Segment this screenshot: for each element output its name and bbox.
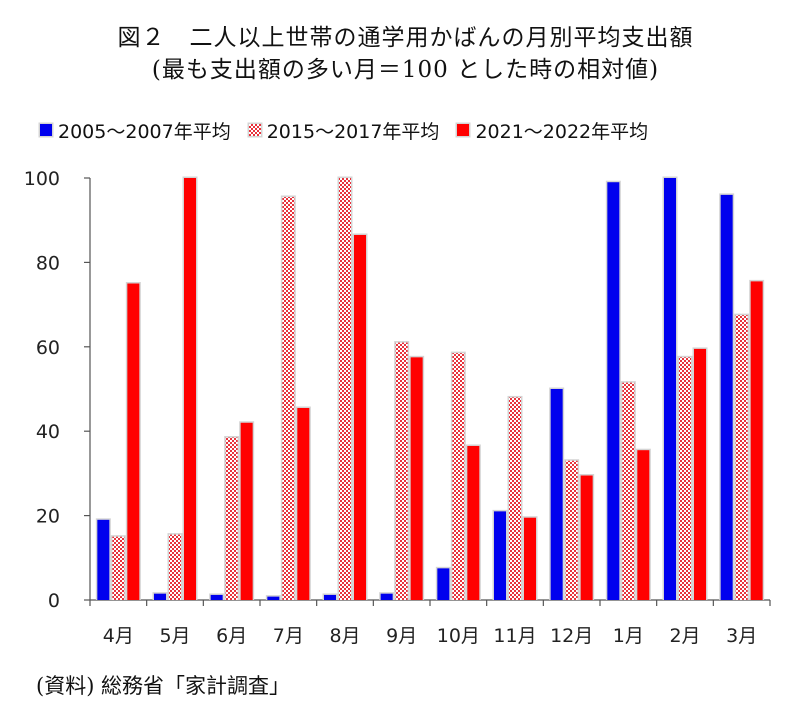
bar-series-group [95,176,765,601]
bar-series-3-11月 [524,517,536,600]
bar-series-3-1月 [637,450,650,600]
bar-series-1-6月 [210,594,223,600]
bar-series-2-5月 [169,534,181,600]
bar-series-1-11月 [494,511,506,600]
bar-series-2-9月 [395,342,408,600]
x-tick-label: 9月 [386,625,417,647]
x-tick-label: 6月 [216,625,247,647]
bar-series-1-9月 [380,593,393,600]
bar-series-2-1月 [622,382,635,600]
bar-series-3-3月 [750,281,763,600]
bar-series-1-5月 [154,593,166,600]
bar-series-1-3月 [720,194,733,600]
y-tick-label: 80 [36,252,60,274]
bar-series-1-1月 [607,182,620,600]
bar-series-1-8月 [324,594,336,600]
bar-series-2-8月 [339,178,351,600]
bar-series-2-2月 [679,357,691,600]
source-note: (資料) 総務省「家計調査」 [36,674,291,698]
bar-series-2-4月 [112,536,125,600]
bar-series-2-6月 [225,437,238,600]
legend-label: 2021～2022年平均 [475,120,649,143]
bar-series-3-10月 [467,445,480,600]
bar-series-3-8月 [354,234,366,600]
bar-series-2-10月 [452,353,465,600]
bar-series-1-2月 [664,178,676,600]
bar-series-3-4月 [127,283,140,600]
legend-swatch [457,124,470,136]
y-tick-label: 100 [24,168,60,190]
bar-series-3-7月 [297,407,310,600]
x-tick-label: 5月 [159,625,190,647]
bar-series-1-12月 [550,389,563,600]
legend-swatch [40,124,52,136]
x-tick-label: 11月 [493,625,536,647]
x-tick-label: 7月 [273,625,304,647]
x-tick-label: 1月 [613,625,644,647]
y-tick-label: 40 [36,421,60,443]
legend-label: 2015～2017年平均 [266,120,440,143]
legend-item-series-1: 2005～2007年平均 [40,117,231,144]
bar-series-2-12月 [565,460,578,600]
legend-swatch [248,124,261,136]
chart-title: 図２ 二人以上世帯の通学用かばんの月別平均支出額 [117,25,694,51]
legend-item-series-3: 2021～2022年平均 [457,117,648,144]
y-tick-label: 20 [36,506,60,528]
bar-series-2-3月 [735,315,748,600]
bar-series-1-7月 [267,596,280,600]
bar-series-1-10月 [437,568,450,600]
legend-label: 2005～2007年平均 [58,120,231,143]
bar-series-3-9月 [410,357,423,600]
x-tick-label: 12月 [550,625,593,647]
legend-item-series-2: 2015～2017年平均 [248,117,440,144]
y-axis: 0 20 40 60 80 100 [24,168,91,612]
chart-legend: 2005～2007年平均 2015～2017年平均 2021～2022年平均 [40,114,648,146]
bar-series-3-6月 [240,422,253,600]
x-tick-label: 8月 [329,625,360,647]
y-tick-label: 0 [48,590,60,612]
bar-series-1-4月 [97,519,110,600]
x-tick-label: 3月 [726,625,757,647]
y-tick-label: 60 [36,337,60,359]
x-tick-label: 2月 [669,625,700,647]
chart-subtitle: (最も支出額の多い月＝100 とした時の相対値) [151,57,660,83]
bar-series-3-12月 [580,475,593,600]
bar-series-3-5月 [184,178,196,600]
bar-series-3-2月 [694,348,706,600]
x-tick-label: 10月 [437,625,480,647]
bar-series-2-11月 [509,397,521,600]
x-tick-label: 4月 [103,625,134,647]
x-axis: 4月 5月 6月 7月 8月 9月 10月 11月 12月 1月 2月 3月 [89,599,771,647]
bar-series-2-7月 [282,196,295,601]
